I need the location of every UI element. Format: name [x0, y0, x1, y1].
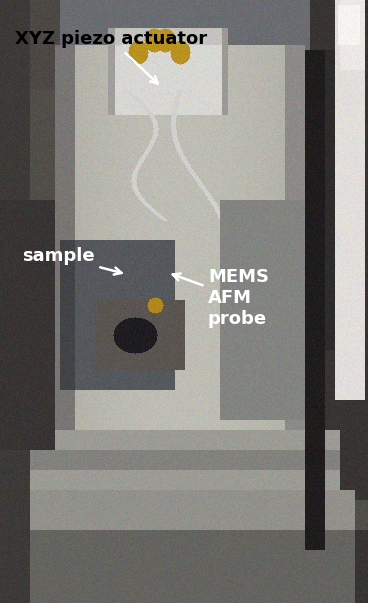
Text: MEMS
AFM
probe: MEMS AFM probe [173, 268, 269, 328]
Text: sample: sample [22, 247, 121, 274]
Text: XYZ piezo actuator: XYZ piezo actuator [15, 30, 207, 84]
